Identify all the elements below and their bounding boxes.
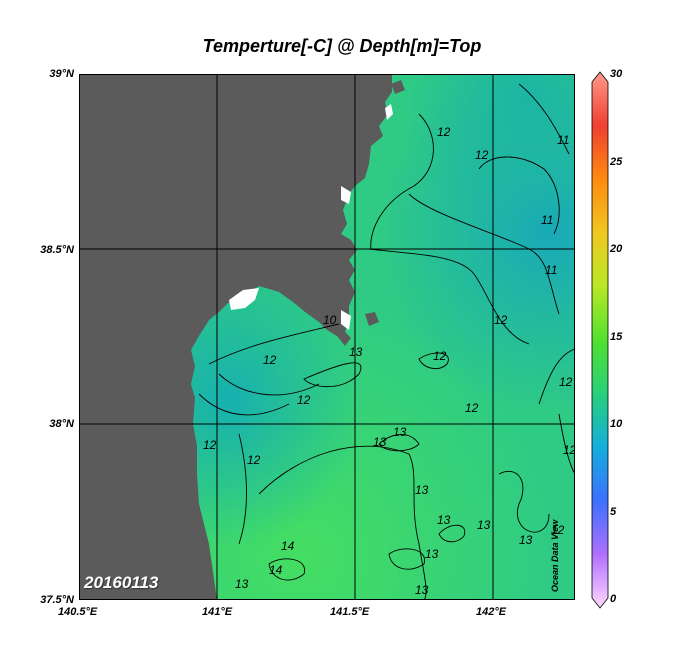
contour-label: 13 [519,533,533,547]
contour-label: 10 [323,313,337,327]
contour-label: 12 [563,443,575,457]
contour-label: 14 [269,563,283,577]
contour-label: 12 [247,453,261,467]
colorbar-tick-25: 25 [610,156,623,168]
colorbar-tick-0: 0 [610,593,617,605]
contour-label: 14 [281,539,295,553]
graticule [79,74,575,600]
contour-label: 13 [415,483,429,497]
lat-tick-37-5: 37.5°N [40,594,74,606]
contour-label: 12 [203,438,217,452]
contour-label: 11 [545,263,557,277]
lon-tick-141: 141°E [202,606,233,618]
contour-label: 13 [393,425,407,439]
contour-label: 13 [477,518,491,532]
white-gap-mid [341,186,351,204]
temperature-map: 12 12 11 11 11 12 12 10 13 12 12 12 12 1… [79,74,577,601]
island-2 [391,80,405,94]
contour-label: 13 [437,513,451,527]
contour-label: 12 [494,313,508,327]
contour-label: 13 [373,435,387,449]
contour-label: 12 [475,148,489,162]
contour-label: 13 [349,345,363,359]
colorbar-tick-10: 10 [610,418,623,430]
lat-tick-38: 38°N [49,418,74,430]
land-mass [79,74,392,600]
map-title: Temperture[-C] @ Depth[m]=Top [202,36,482,56]
lat-tick-38-5: 38.5°N [40,244,74,256]
contour-label: 12 [465,401,479,415]
odv-watermark: Ocean Data View [550,519,560,592]
contour-label: 12 [297,393,311,407]
colorbar [591,71,609,609]
map-svg: 12 12 11 11 11 12 12 10 13 12 12 12 12 1… [79,74,577,601]
isotherms [198,83,576,601]
contour-label: 12 [433,349,447,363]
contour-label: 13 [415,583,429,597]
contour-label: 13 [235,577,249,591]
white-gap-south [341,310,351,330]
lon-tick-140-5: 140.5°E [58,606,98,618]
white-gap-north [385,104,393,120]
contour-label: 11 [557,133,569,147]
colorbar-tick-20: 20 [610,243,623,255]
colorbar-tick-15: 15 [610,331,623,343]
contour-label: 12 [263,353,277,367]
contour-label: 11 [541,213,553,227]
contour-label: 12 [559,375,573,389]
colorbar-tick-30: 30 [610,68,623,80]
date-stamp: 20160113 [84,573,159,592]
lat-tick-39: 39°N [49,68,74,80]
map-frame [79,74,575,600]
colorbar-body [591,71,609,609]
white-gap-bay [229,288,259,310]
colorbar-tick-5: 5 [610,506,617,518]
island [365,312,379,326]
contour-label: 12 [551,523,565,537]
contour-label: 13 [425,547,439,561]
contour-label: 12 [437,125,451,139]
lon-tick-141-5: 141.5°E [330,606,370,618]
isotherm-labels: 12 12 11 11 11 12 12 10 13 12 12 12 12 1… [203,125,577,597]
lon-tick-142: 142°E [476,606,507,618]
